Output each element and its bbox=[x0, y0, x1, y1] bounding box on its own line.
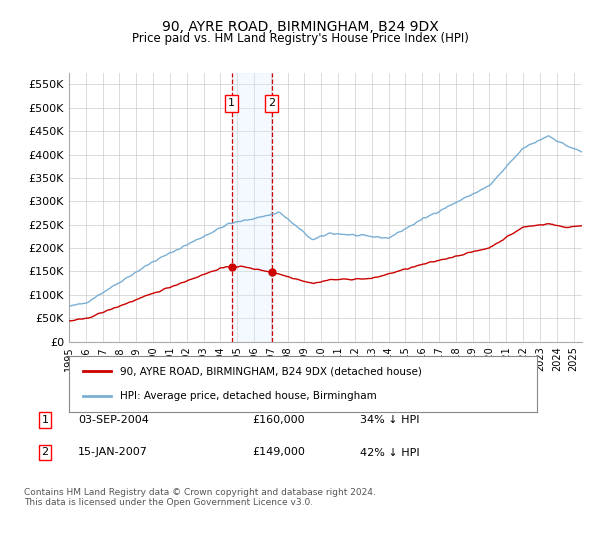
Text: 90, AYRE ROAD, BIRMINGHAM, B24 9DX (detached house): 90, AYRE ROAD, BIRMINGHAM, B24 9DX (deta… bbox=[121, 366, 422, 376]
Text: HPI: Average price, detached house, Birmingham: HPI: Average price, detached house, Birm… bbox=[121, 391, 377, 401]
Text: Contains HM Land Registry data © Crown copyright and database right 2024.
This d: Contains HM Land Registry data © Crown c… bbox=[24, 488, 376, 507]
Text: 03-SEP-2004: 03-SEP-2004 bbox=[78, 415, 149, 425]
Bar bbox=[232, 73, 272, 342]
Text: Price paid vs. HM Land Registry's House Price Index (HPI): Price paid vs. HM Land Registry's House … bbox=[131, 32, 469, 45]
Text: £160,000: £160,000 bbox=[252, 415, 305, 425]
Text: 2: 2 bbox=[268, 98, 275, 108]
Text: 15-JAN-2007: 15-JAN-2007 bbox=[78, 447, 148, 458]
Text: 34% ↓ HPI: 34% ↓ HPI bbox=[360, 415, 419, 425]
Text: 42% ↓ HPI: 42% ↓ HPI bbox=[360, 447, 419, 458]
Text: 90, AYRE ROAD, BIRMINGHAM, B24 9DX: 90, AYRE ROAD, BIRMINGHAM, B24 9DX bbox=[161, 20, 439, 34]
Text: £149,000: £149,000 bbox=[252, 447, 305, 458]
Text: 1: 1 bbox=[41, 415, 49, 425]
Text: 1: 1 bbox=[228, 98, 235, 108]
Text: 2: 2 bbox=[41, 447, 49, 458]
